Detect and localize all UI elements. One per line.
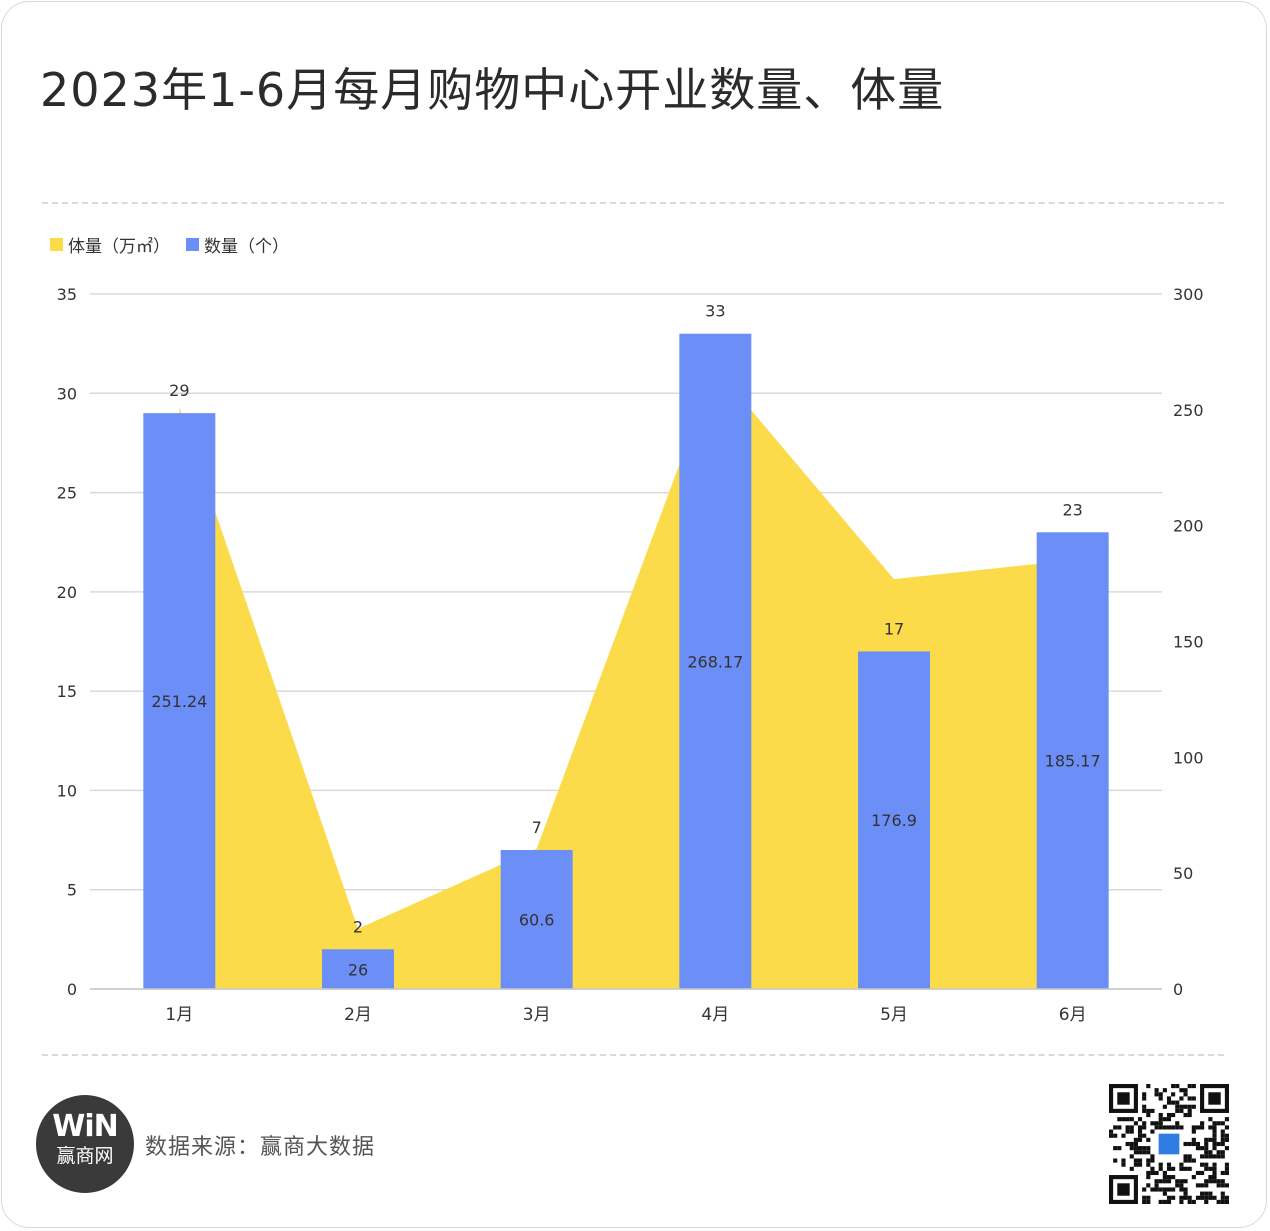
left-axis-tick-label: 35 [57, 285, 77, 304]
volume-data-label: 60.6 [519, 911, 555, 930]
brand-logo: WiN 赢商网 [36, 1095, 134, 1193]
brand-logo-text: 赢商网 [56, 1145, 114, 1167]
right-axis-tick-label: 250 [1173, 401, 1204, 420]
legend-label-volume: 体量（万㎡） [68, 237, 170, 257]
left-axis-tick-label: 20 [57, 583, 77, 602]
volume-data-label: 185.17 [1045, 752, 1101, 771]
right-axis-tick-label: 100 [1173, 748, 1204, 767]
volume-data-label: 268.17 [687, 652, 743, 671]
x-axis-tick-label: 6月 [1059, 1005, 1087, 1025]
volume-data-label: 26 [348, 960, 368, 979]
count-bar [679, 333, 752, 989]
qr-code-icon[interactable] [1109, 1084, 1229, 1204]
left-axis-tick-label: 0 [67, 980, 77, 999]
left-axis-tick-label: 10 [57, 781, 77, 800]
data-source: 数据来源：赢商大数据 [145, 1135, 376, 1160]
x-axis-tick-label: 2月 [344, 1005, 372, 1025]
x-axis-tick-label: 5月 [880, 1005, 908, 1025]
count-data-label: 7 [532, 818, 542, 837]
right-axis-tick-label: 150 [1173, 633, 1204, 652]
top-divider [42, 202, 1224, 204]
bottom-divider [42, 1054, 1224, 1056]
count-bar [322, 949, 394, 989]
left-axis-tick-label: 5 [67, 881, 77, 900]
chart-title: 2023年1-6月每月购物中心开业数量、体量 [40, 63, 945, 117]
left-axis-tick-label: 25 [57, 484, 77, 503]
right-axis-tick-label: 300 [1173, 285, 1204, 304]
count-bar [143, 413, 216, 990]
volume-area [179, 367, 1073, 989]
x-axis-tick-label: 3月 [523, 1005, 551, 1025]
count-data-label: 33 [705, 302, 725, 321]
right-axis-tick-label: 0 [1173, 980, 1183, 999]
volume-data-label: 176.9 [871, 811, 917, 830]
count-data-label: 23 [1062, 500, 1082, 519]
count-bar [500, 850, 573, 989]
left-axis-tick-label: 30 [57, 384, 77, 403]
count-data-label: 2 [353, 917, 363, 936]
volume-data-label: 251.24 [151, 692, 207, 711]
count-bar [858, 651, 930, 989]
legend-label-count: 数量（个） [204, 237, 289, 257]
legend-swatch-volume [50, 238, 63, 251]
legend-swatch-count [186, 238, 199, 251]
count-data-label: 29 [169, 381, 189, 400]
brand-logo-mark: WiN [52, 1109, 118, 1144]
right-axis-tick-label: 200 [1173, 517, 1204, 536]
legend-item-volume[interactable]: 体量（万㎡） [50, 232, 170, 257]
legend-item-count[interactable]: 数量（个） [186, 232, 289, 257]
right-axis-tick-label: 50 [1173, 864, 1193, 883]
x-axis-tick-label: 4月 [701, 1005, 729, 1025]
count-bar [1036, 532, 1109, 989]
x-axis-tick-label: 1月 [165, 1005, 193, 1025]
left-axis-tick-label: 15 [57, 682, 77, 701]
combo-chart: 0 5 10 15 20 25 30 35 0 50 100 150 200 250 300 29 2 7 33 17… [57, 285, 1204, 1025]
legend: 体量（万㎡） 数量（个） [50, 232, 305, 257]
count-data-label: 17 [884, 619, 904, 638]
